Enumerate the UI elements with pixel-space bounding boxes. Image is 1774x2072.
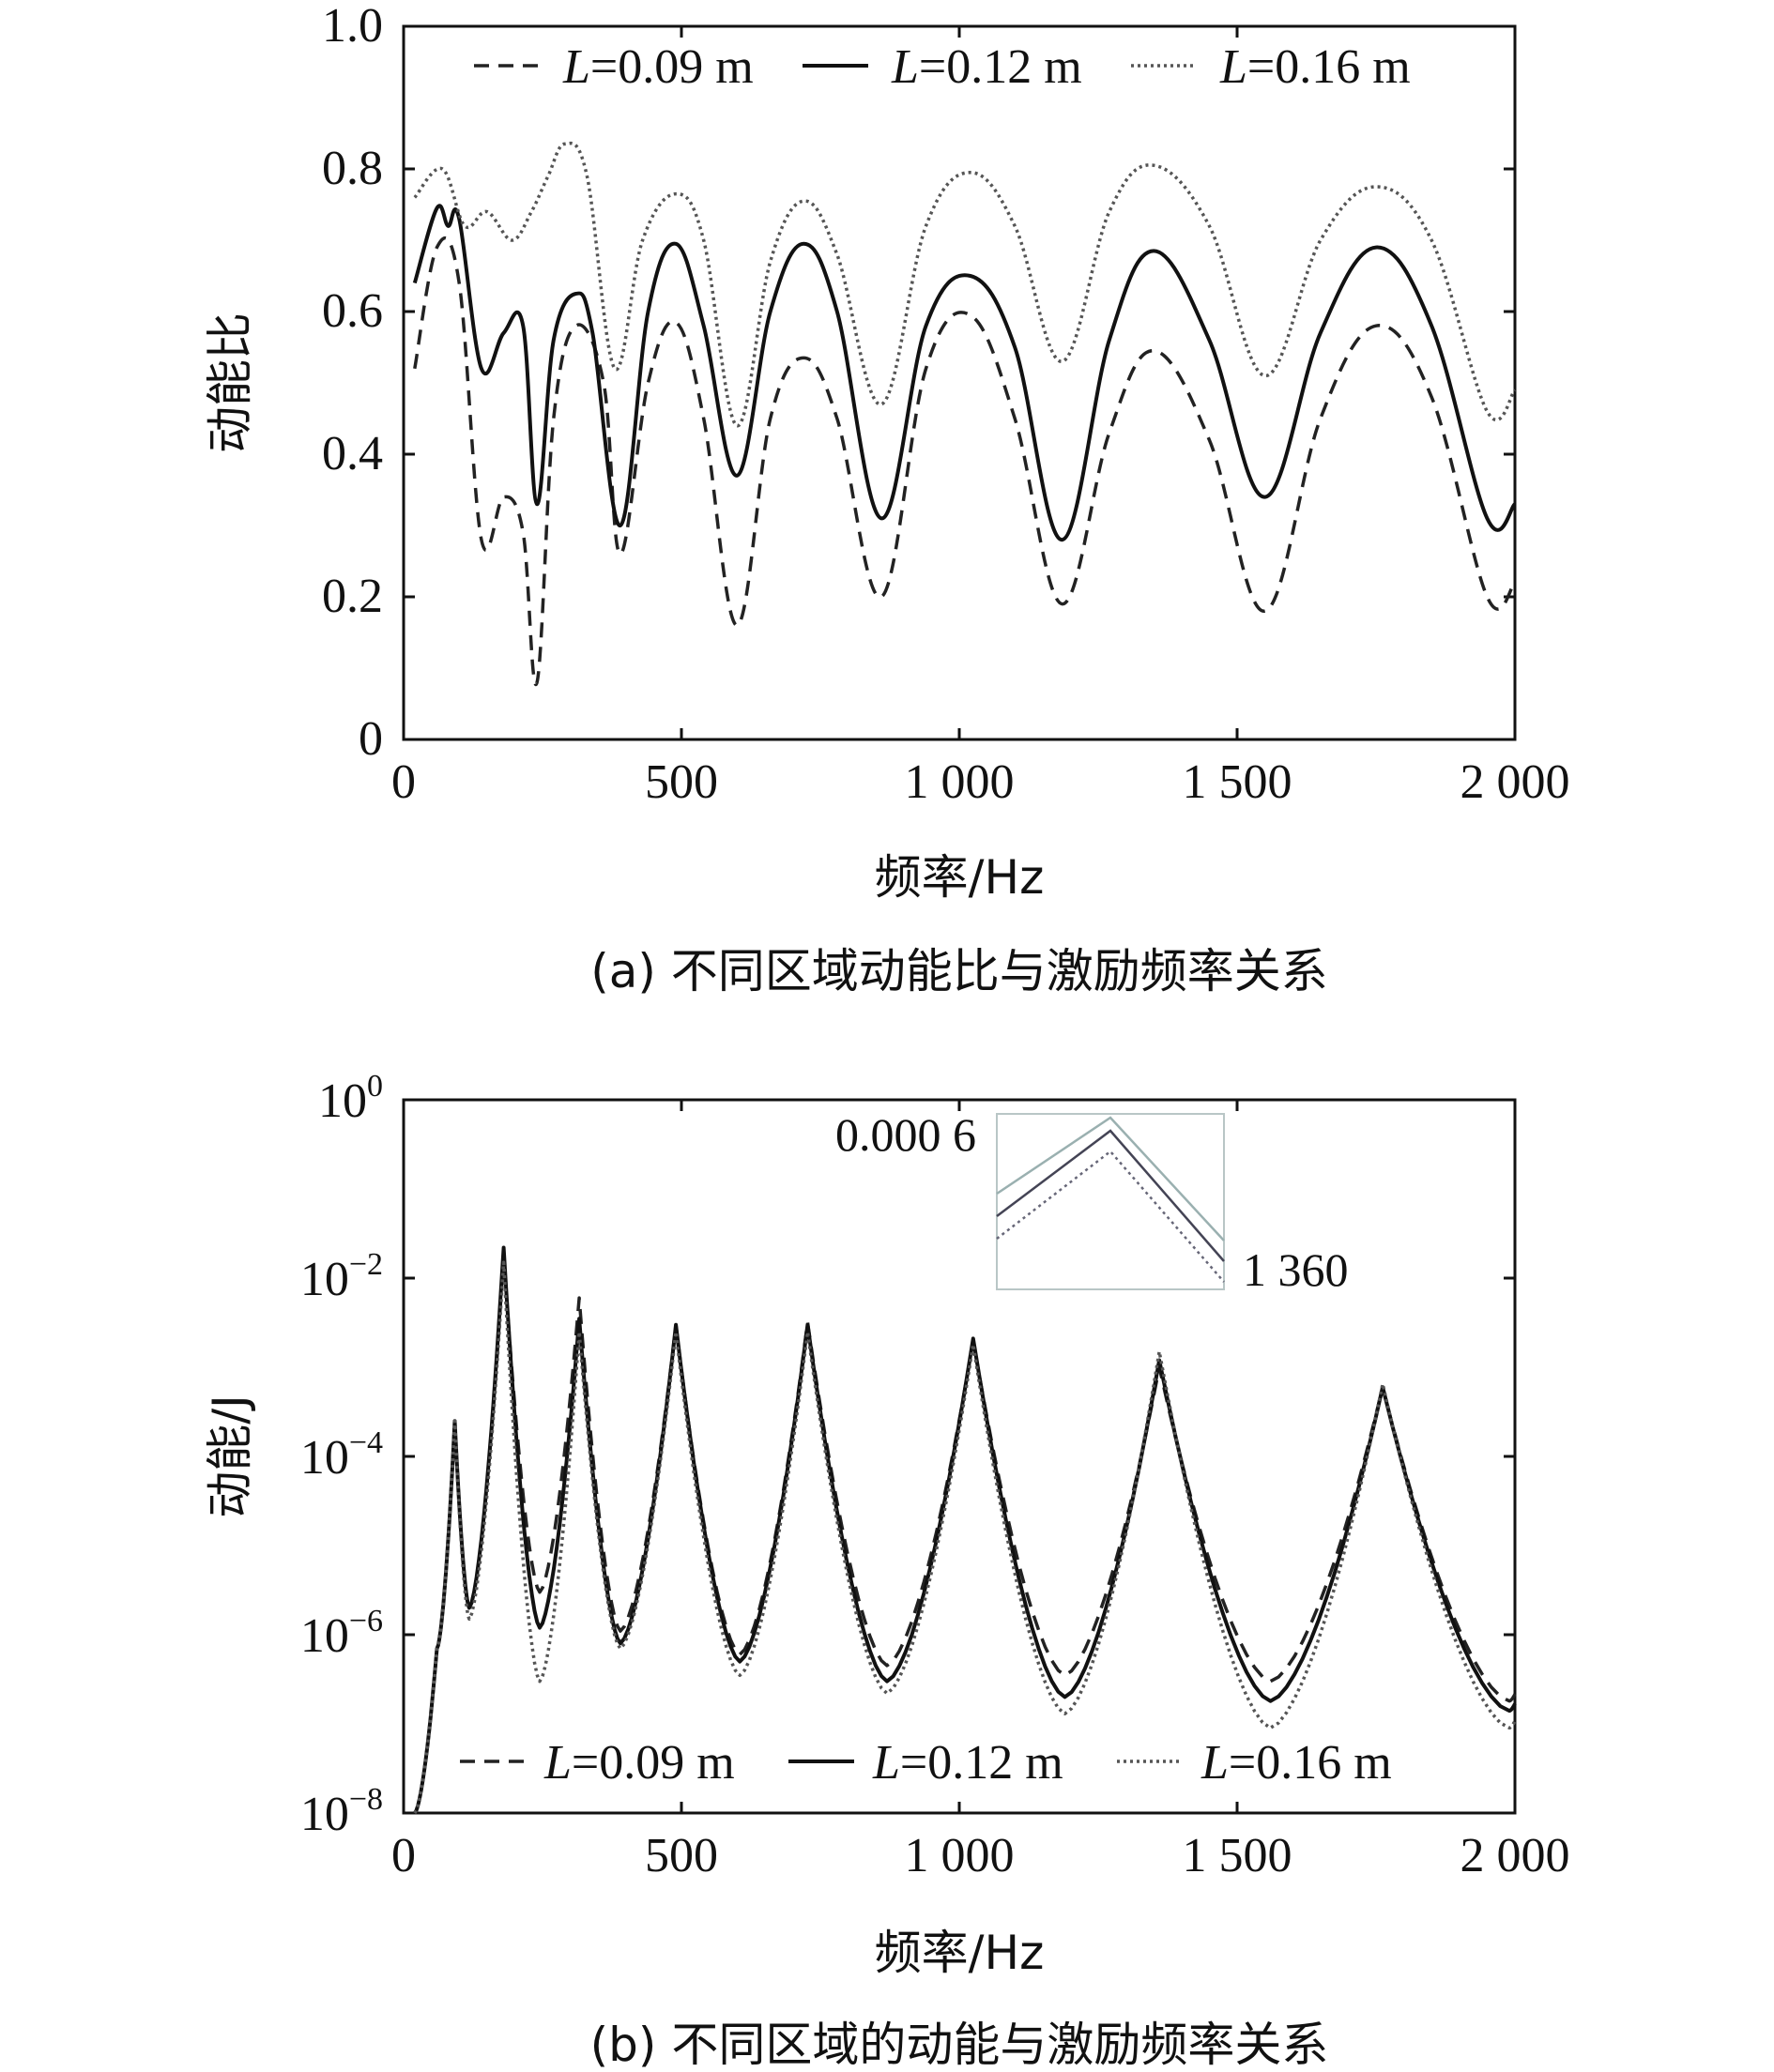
series-line-dashed bbox=[413, 236, 1517, 687]
legend-label: L=0.16 m bbox=[1201, 1736, 1392, 1790]
y-tick-label: 0.6 bbox=[322, 284, 383, 338]
inset-line-solid bbox=[996, 1116, 1225, 1242]
legend-a: L=0.09 m L=0.12 m L=0.16 m bbox=[474, 40, 1411, 94]
inset-y-label: 0.000 6 bbox=[835, 1108, 976, 1161]
caption-b: (b) 不同区域的动能与激励频率关系 bbox=[590, 2018, 1329, 2072]
series-line-dotted bbox=[413, 1260, 1517, 1814]
ticks-b bbox=[402, 1098, 1517, 1815]
legend-b: L=0.09 m L=0.12 m L=0.16 m bbox=[460, 1736, 1392, 1790]
y-tick-label: 0.2 bbox=[322, 570, 383, 623]
series-line-dotted bbox=[413, 141, 1517, 428]
tick-labels-a: 0 500 1 000 1 500 2 000 0 0.2 0.4 0.6 0.8 1.0 bbox=[322, 0, 1570, 809]
x-tick-label: 500 bbox=[645, 755, 718, 809]
x-axis-label-a: 频率/Hz bbox=[875, 850, 1045, 905]
x-tick-label: 0 bbox=[391, 755, 416, 809]
plot-frame-a bbox=[402, 24, 1517, 741]
y-tick-label: 100 bbox=[318, 1069, 383, 1128]
caption-a: (a) 不同区域动能比与激励频率关系 bbox=[590, 944, 1328, 998]
y-axis-label-a: 动能比 bbox=[203, 312, 257, 453]
panel-a: 0 500 1 000 1 500 2 000 0 0.2 0.4 0.6 0.8 1.0 L=0.… bbox=[203, 0, 1570, 998]
legend-label: L=0.12 m bbox=[891, 40, 1082, 94]
tick-labels-b: 0 500 1 000 1 500 2 000 10−8 10−6 10−4 10−2 100 bbox=[300, 1069, 1570, 1882]
y-tick-label: 10−6 bbox=[300, 1604, 383, 1663]
legend-label: L=0.09 m bbox=[562, 40, 754, 94]
y-tick-label: 1.0 bbox=[322, 0, 383, 53]
y-tick-label: 10−2 bbox=[300, 1247, 383, 1306]
x-tick-label: 1 500 bbox=[1183, 1829, 1292, 1882]
x-tick-label: 0 bbox=[391, 1829, 416, 1882]
inset-x-label: 1 360 bbox=[1243, 1243, 1349, 1296]
inset-line-dotted bbox=[996, 1150, 1225, 1283]
legend-label: L=0.16 m bbox=[1219, 40, 1411, 94]
x-tick-label: 1 500 bbox=[1183, 755, 1292, 809]
y-tick-label: 10−8 bbox=[300, 1782, 383, 1841]
x-tick-label: 1 000 bbox=[905, 755, 1015, 809]
y-tick-label: 0 bbox=[359, 712, 383, 766]
ticks-a bbox=[402, 24, 1517, 741]
y-tick-label: 0.4 bbox=[322, 427, 383, 480]
series-line-solid bbox=[413, 1245, 1517, 1815]
legend-label: L=0.09 m bbox=[543, 1736, 735, 1790]
legend-label: L=0.12 m bbox=[872, 1736, 1063, 1790]
x-tick-label: 2 000 bbox=[1460, 755, 1570, 809]
series-lines-b bbox=[413, 1245, 1517, 1815]
y-tick-label: 0.8 bbox=[322, 142, 383, 195]
inset-zoom: 0.000 6 1 360 bbox=[835, 1108, 1349, 1296]
series-line-solid bbox=[412, 204, 1517, 542]
x-tick-label: 2 000 bbox=[1460, 1829, 1570, 1882]
x-tick-label: 1 000 bbox=[905, 1829, 1015, 1882]
panel-b: 0 500 1 000 1 500 2 000 10−8 10−6 10−4 10−2 100 L… bbox=[203, 1069, 1570, 2072]
inset-frame bbox=[996, 1113, 1225, 1290]
y-tick-label: 10−4 bbox=[300, 1425, 383, 1485]
plot-frame-b bbox=[402, 1098, 1517, 1815]
y-axis-label-b: 动能/J bbox=[203, 1394, 257, 1518]
x-tick-label: 500 bbox=[645, 1829, 718, 1882]
inset-lines bbox=[996, 1116, 1225, 1283]
inset-line-solid bbox=[996, 1129, 1225, 1262]
x-axis-label-b: 频率/Hz bbox=[875, 1926, 1045, 1980]
series-lines-a bbox=[412, 141, 1517, 687]
